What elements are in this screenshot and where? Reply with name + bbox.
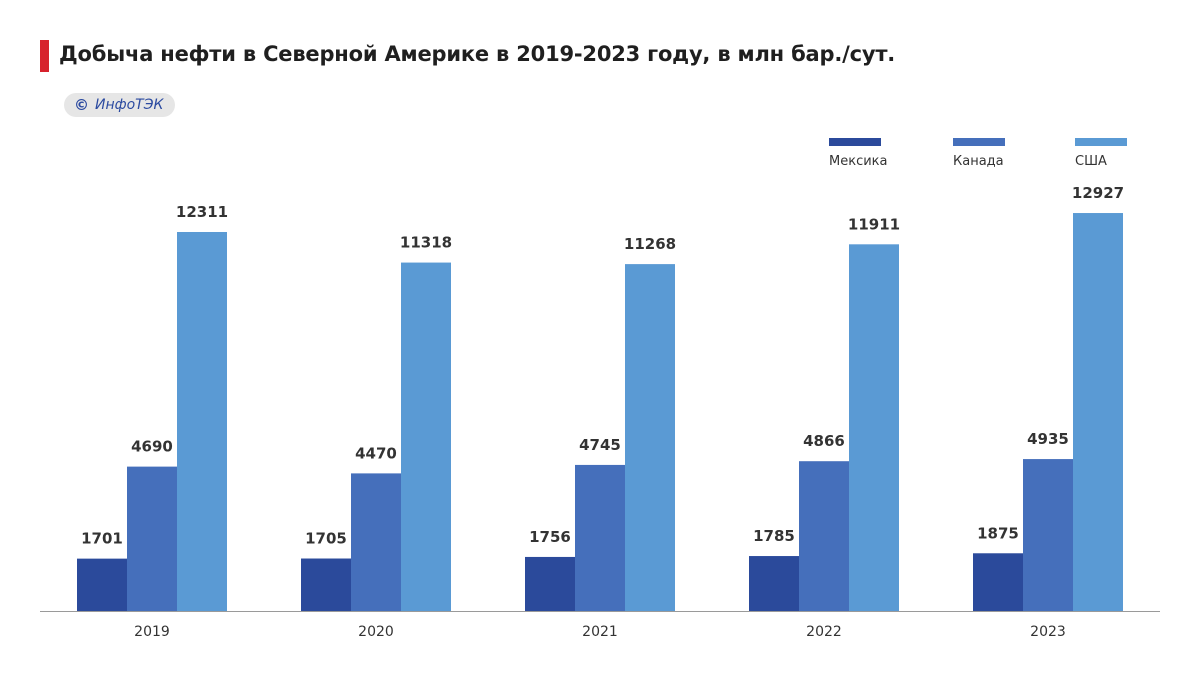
value-label: 11911 bbox=[848, 215, 900, 233]
value-label: 4935 bbox=[1027, 430, 1069, 448]
x-tick-label-2023: 2023 bbox=[1030, 624, 1066, 640]
legend-swatch-mexico bbox=[829, 138, 881, 146]
title-accent-bar bbox=[40, 40, 49, 72]
bar-usa-2019 bbox=[177, 231, 227, 611]
copyright-icon: © bbox=[74, 95, 89, 114]
bar-canada-2019 bbox=[127, 466, 177, 611]
value-label: 4690 bbox=[131, 438, 173, 456]
value-label: 1705 bbox=[305, 530, 347, 548]
value-label: 11318 bbox=[400, 234, 452, 252]
bar-mexico-2020 bbox=[301, 558, 351, 611]
bar-canada-2020 bbox=[351, 473, 401, 611]
value-label: 1756 bbox=[529, 528, 571, 546]
bar-usa-2021 bbox=[625, 264, 675, 611]
value-label: 12311 bbox=[176, 203, 228, 221]
value-label: 1701 bbox=[81, 530, 123, 548]
bar-canada-2023 bbox=[1023, 459, 1073, 611]
source-label: ИнфоТЭК bbox=[95, 97, 164, 113]
bar-canada-2021 bbox=[575, 464, 625, 611]
chart-title: Добыча нефти в Северной Америке в 2019-2… bbox=[59, 42, 896, 66]
x-tick-label-2019: 2019 bbox=[134, 624, 170, 640]
x-tick-label-2022: 2022 bbox=[806, 624, 842, 640]
bar-canada-2022 bbox=[799, 461, 849, 611]
bar-mexico-2022 bbox=[749, 556, 799, 611]
value-label: 11268 bbox=[624, 235, 676, 253]
x-tick-label-2020: 2020 bbox=[358, 624, 394, 640]
x-tick-label-2021: 2021 bbox=[582, 624, 618, 640]
legend-label-canada: Канада bbox=[953, 154, 1004, 169]
bar-usa-2023 bbox=[1073, 213, 1123, 611]
bar-usa-2022 bbox=[849, 244, 899, 612]
bar-mexico-2019 bbox=[77, 558, 127, 611]
legend-label-usa: США bbox=[1075, 154, 1107, 169]
source-badge: © ИнфоТЭК bbox=[64, 93, 176, 117]
value-label: 12927 bbox=[1072, 184, 1124, 202]
legend-label-mexico: Мексика bbox=[829, 154, 887, 169]
value-label: 1785 bbox=[753, 527, 795, 545]
legend-swatch-usa bbox=[1075, 138, 1127, 146]
value-label: 4866 bbox=[803, 432, 845, 450]
value-label: 1875 bbox=[977, 524, 1019, 542]
bar-mexico-2021 bbox=[525, 556, 575, 611]
value-label: 4745 bbox=[579, 436, 621, 454]
value-label: 4470 bbox=[355, 444, 397, 462]
bar-usa-2020 bbox=[401, 262, 451, 611]
legend-swatch-canada bbox=[953, 138, 1005, 146]
bar-mexico-2023 bbox=[973, 553, 1023, 611]
